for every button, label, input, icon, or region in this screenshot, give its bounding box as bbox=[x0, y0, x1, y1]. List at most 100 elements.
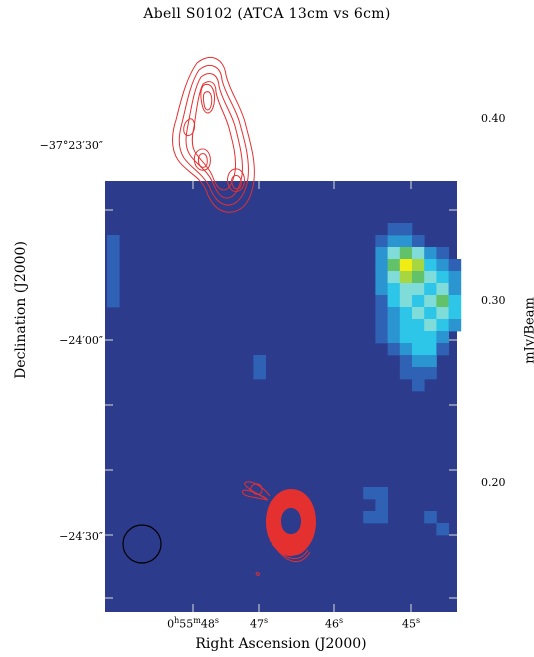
heatmap-cell bbox=[424, 259, 437, 272]
contour-line-north bbox=[185, 73, 243, 199]
heatmap-cell bbox=[375, 259, 388, 272]
heatmap-cell bbox=[412, 271, 425, 284]
heatmap-cell bbox=[387, 343, 401, 356]
contour-core bbox=[266, 489, 316, 556]
contour-line-south bbox=[250, 483, 263, 495]
heatmap-cell bbox=[107, 247, 120, 260]
heatmap-cell bbox=[436, 271, 449, 284]
heatmap-cell bbox=[375, 247, 388, 260]
heatmap-cell bbox=[107, 283, 120, 296]
heatmap-cell bbox=[412, 259, 425, 272]
heatmap-cell bbox=[387, 307, 401, 320]
x-tick-label: 45s bbox=[401, 616, 421, 631]
heatmap-cell bbox=[375, 295, 388, 308]
contour-line-north bbox=[202, 91, 213, 111]
heatmap-cell bbox=[412, 283, 425, 296]
heatmap-cell bbox=[424, 295, 437, 308]
heatmap-cell bbox=[424, 319, 437, 332]
heatmap-cell bbox=[399, 295, 413, 308]
heatmap-cell bbox=[424, 331, 437, 344]
heatmap-cell bbox=[412, 331, 425, 344]
heatmap-cell bbox=[399, 367, 413, 380]
heatmap-cell bbox=[387, 319, 401, 332]
contour-line-north bbox=[231, 175, 242, 190]
heatmap-cell bbox=[412, 355, 425, 368]
heatmap-cell bbox=[448, 271, 462, 284]
heatmap-cell bbox=[424, 283, 437, 296]
heatmap-cell bbox=[375, 307, 388, 320]
heatmap-cell bbox=[253, 367, 266, 380]
heatmap-cell bbox=[436, 319, 449, 332]
contour-line-north bbox=[200, 83, 215, 114]
heatmap-cells bbox=[107, 223, 462, 536]
radio-contours bbox=[172, 56, 316, 576]
heatmap-cell bbox=[436, 343, 449, 356]
colorbar-tick-label: 0.40 bbox=[481, 112, 506, 125]
contour-speck bbox=[255, 572, 260, 576]
heatmap-cell bbox=[424, 511, 437, 524]
colorbar-tick-label: 0.30 bbox=[481, 294, 506, 307]
heatmap-cell bbox=[412, 295, 425, 308]
contour-line-north bbox=[178, 65, 249, 206]
heatmap-cell bbox=[375, 499, 388, 512]
heatmap-cell bbox=[387, 223, 401, 236]
y-tick-label: −24′00″ bbox=[59, 334, 103, 347]
heatmap-cell bbox=[399, 343, 413, 356]
heatmap-cell bbox=[375, 511, 388, 524]
heatmap-cell bbox=[399, 355, 413, 368]
y-tick-label: −24′30″ bbox=[59, 530, 103, 543]
x-tick-label: 0h55m48s bbox=[167, 616, 219, 631]
heatmap-cell bbox=[412, 343, 425, 356]
heatmap-cell bbox=[375, 331, 388, 344]
beam-ellipse bbox=[122, 524, 162, 564]
contour-line-south bbox=[241, 489, 268, 501]
heatmap-cell bbox=[424, 247, 437, 260]
heatmap-cell bbox=[436, 307, 449, 320]
heatmap-cell bbox=[424, 355, 437, 368]
contour-line-south bbox=[275, 547, 311, 562]
heatmap-cell bbox=[436, 283, 449, 296]
axis-ticks bbox=[105, 181, 457, 612]
heatmap-cell bbox=[448, 283, 462, 296]
heatmap-cell bbox=[375, 271, 388, 284]
heatmap-cell bbox=[412, 319, 425, 332]
heatmap-cell bbox=[363, 511, 376, 524]
heatmap-cell bbox=[448, 259, 462, 272]
heatmap-cell bbox=[107, 295, 120, 308]
x-axis-label: Right Ascension (J2000) bbox=[195, 636, 367, 652]
y-tick-label: −37°23′30″ bbox=[39, 139, 103, 152]
heatmap-cell bbox=[107, 271, 120, 284]
heatmap-cell bbox=[253, 355, 266, 368]
heatmap-cell bbox=[412, 379, 425, 392]
contour-line-north bbox=[193, 148, 211, 171]
heatmap-cell bbox=[412, 307, 425, 320]
heatmap-cell bbox=[399, 259, 413, 272]
heatmap-cell bbox=[436, 295, 449, 308]
x-tick-label: 46s bbox=[324, 616, 344, 631]
heatmap-cell bbox=[375, 487, 388, 500]
heatmap-cell bbox=[375, 235, 388, 248]
chart-title: Abell S0102 (ATCA 13cm vs 6cm) bbox=[143, 6, 391, 22]
contour-line-north bbox=[183, 118, 195, 137]
heatmap-cell bbox=[424, 307, 437, 320]
heatmap-cell bbox=[436, 523, 449, 536]
heatmap-cell bbox=[436, 259, 449, 272]
heatmap-cell bbox=[107, 235, 120, 248]
heatmap-cell bbox=[387, 331, 401, 344]
heatmap-cell bbox=[363, 487, 376, 500]
heatmap-cell bbox=[424, 343, 437, 356]
heatmap-cell bbox=[399, 235, 413, 248]
heatmap-cell bbox=[399, 247, 413, 260]
heatmap-cell bbox=[107, 259, 120, 272]
heatmap-cell bbox=[436, 331, 449, 344]
heatmap-cell bbox=[424, 367, 437, 380]
heatmap-cell bbox=[448, 319, 462, 332]
heatmap-cell bbox=[448, 307, 462, 320]
heatmap-cell bbox=[399, 223, 413, 236]
heatmap-cell bbox=[387, 247, 401, 260]
heatmap-cell bbox=[399, 307, 413, 320]
heatmap-cell bbox=[412, 235, 425, 248]
heatmap-cell bbox=[424, 271, 437, 284]
contour-line-south bbox=[271, 543, 309, 560]
